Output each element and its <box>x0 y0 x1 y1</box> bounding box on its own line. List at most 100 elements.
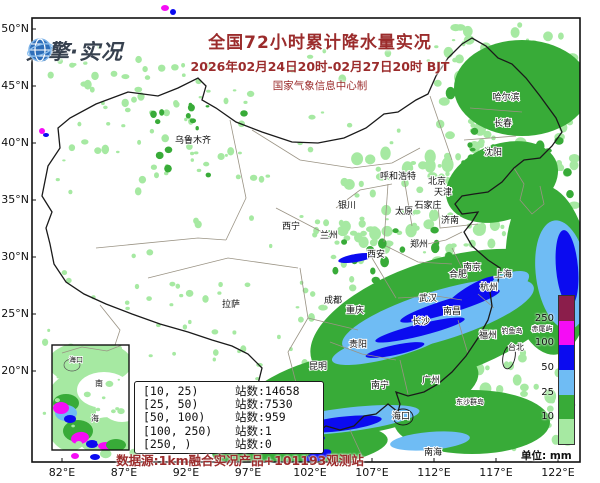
rain-speckle <box>392 228 399 234</box>
precip-patch-b <box>338 252 374 264</box>
rain-speckle <box>384 49 392 58</box>
inset-speckle <box>107 423 114 428</box>
precip-patch-lb <box>390 431 470 451</box>
station-count-row: [100, 250) 站数:1 <box>143 424 323 438</box>
rain-speckle <box>244 282 251 288</box>
rain-speckle <box>213 349 219 356</box>
rain-speckle <box>365 154 376 165</box>
rain-speckle <box>161 134 169 143</box>
rain-speckle <box>146 249 154 256</box>
inset-precip-patch <box>106 439 126 450</box>
precip-patch-b <box>449 276 495 304</box>
rain-speckle <box>437 164 442 168</box>
map-title: 全国72小时累计降水量实况 <box>208 33 432 53</box>
rain-speckle <box>185 113 191 119</box>
inset-speckle <box>115 407 120 411</box>
rain-speckle <box>186 143 193 150</box>
rain-speckle <box>334 240 340 245</box>
rain-speckle <box>124 107 131 113</box>
rain-speckle <box>375 172 388 181</box>
rain-speckle <box>131 253 136 259</box>
inset-precip-patch <box>53 402 69 414</box>
rain-speckle <box>246 90 255 97</box>
globe-icon <box>26 38 54 62</box>
legend-color-block <box>559 394 574 420</box>
station-count-box: [10, 25) 站数:14658 [25, 50) 站数:7530 [50, 100)… <box>134 381 324 454</box>
inset-speckle <box>111 409 116 414</box>
city-label: 台北 <box>508 342 524 352</box>
precip-patch-b <box>375 317 465 343</box>
rain-speckle <box>103 105 108 110</box>
rain-speckle <box>206 89 211 93</box>
inset-speckle <box>78 369 86 376</box>
rain-speckle <box>322 48 327 54</box>
inset-precip-patch <box>71 431 89 445</box>
rain-speckle <box>198 96 203 99</box>
lon-tick-label: 102°E <box>293 466 327 479</box>
rain-speckle <box>307 146 314 153</box>
city-label: 钓鱼岛 <box>502 326 523 335</box>
inset-speckle <box>97 441 100 444</box>
rain-speckle <box>193 151 199 155</box>
inset-border <box>51 344 130 451</box>
city-label: 天津 <box>434 187 452 198</box>
inset-precip-patch <box>86 440 98 448</box>
rain-speckle <box>144 75 151 80</box>
precip-range: [50, 100) <box>143 410 206 425</box>
legend-color-block <box>559 296 574 321</box>
city-label: 昆明 <box>309 361 327 372</box>
rain-speckle <box>320 111 325 114</box>
rain-speckle <box>568 154 580 163</box>
lat-tick-label: 30°N <box>1 250 29 263</box>
rain-speckle <box>121 98 129 108</box>
rain-speckle <box>427 172 438 180</box>
legend-threshold-label: 25 <box>541 386 554 398</box>
rain-speckle <box>544 389 557 404</box>
axis-ticks <box>32 28 559 462</box>
rain-speckle <box>358 219 366 228</box>
rain-speckle <box>185 289 194 297</box>
rain-speckle <box>441 157 454 173</box>
city-label: 上海 <box>494 268 512 280</box>
city-label: 西安 <box>367 248 385 260</box>
lat-tick-label: 25°N <box>1 307 29 320</box>
rain-speckle <box>323 219 330 227</box>
station-count-row: [250, ) 站数:0 <box>143 437 323 451</box>
rain-speckle <box>510 27 520 38</box>
city-label: 银川 <box>338 199 356 211</box>
inset-speckle <box>95 407 101 412</box>
inset-speckle <box>75 441 83 447</box>
rain-speckle <box>462 25 473 37</box>
city-label: 郑州 <box>410 238 428 250</box>
rain-speckle <box>445 171 450 177</box>
rain-speckle <box>517 22 523 28</box>
map-frame <box>31 17 581 463</box>
lat-tick-label: 20°N <box>1 364 29 377</box>
inset-speckle <box>101 396 106 400</box>
rain-speckle <box>381 225 393 237</box>
rain-speckle <box>77 121 82 127</box>
rain-speckle <box>189 118 197 124</box>
rain-speckle <box>445 131 455 140</box>
city-label: 南海 <box>424 446 442 458</box>
rain-speckle <box>68 144 76 152</box>
rain-speckle <box>125 306 130 311</box>
lon-tick-label: 87°E <box>110 466 138 479</box>
rain-speckle <box>173 100 179 107</box>
rain-speckle <box>358 180 364 188</box>
rain-speckle <box>169 281 176 287</box>
rain-speckle <box>196 168 202 173</box>
rain-speckle <box>134 86 143 93</box>
city-label: 兰州 <box>320 229 338 241</box>
city-label: 石家庄 <box>414 199 441 211</box>
lon-tick-label: 112°E <box>417 466 451 479</box>
rain-speckle <box>485 365 490 371</box>
precipitation-patches <box>39 40 580 462</box>
rain-speckle <box>434 45 439 49</box>
city-label: 呼和浩特 <box>380 170 416 182</box>
rain-speckle <box>399 246 406 253</box>
rain-speckle <box>518 353 527 363</box>
city-label: 乌鲁木齐 <box>175 134 211 146</box>
